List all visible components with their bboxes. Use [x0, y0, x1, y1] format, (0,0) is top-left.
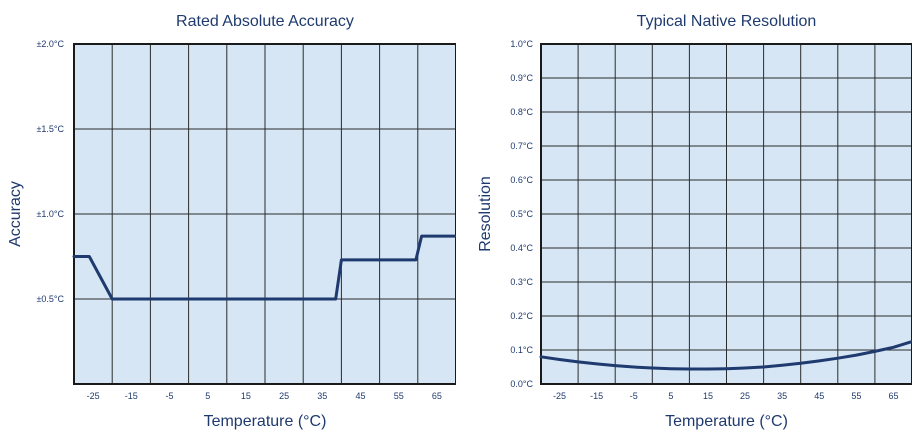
- series-line: [539, 340, 912, 371]
- y-axis-label: Resolution: [477, 176, 494, 252]
- x-tick-label: -5: [630, 391, 638, 401]
- y-axis-label: Accuracy: [7, 181, 24, 247]
- x-tick-label: 25: [279, 391, 289, 401]
- y-tick-label: ±1.0°C: [36, 209, 64, 219]
- x-tick-label: 35: [777, 391, 787, 401]
- chart-title: Rated Absolute Accuracy: [176, 13, 354, 30]
- y-tick-label: 0.3°C: [510, 277, 533, 287]
- x-tick-label: 5: [205, 391, 210, 401]
- resolution-chart: Typical Native Resolution Temperature (°C…: [477, 13, 912, 430]
- y-tick-label: 0.6°C: [510, 175, 533, 185]
- x-tick-label: 65: [432, 391, 442, 401]
- x-tick-label: 45: [814, 391, 824, 401]
- x-tick-label: -5: [165, 391, 173, 401]
- x-tick-label: 65: [888, 391, 898, 401]
- x-tick-label: 45: [355, 391, 365, 401]
- chart-title: Typical Native Resolution: [637, 13, 817, 30]
- y-tick-label: 0.2°C: [510, 311, 533, 321]
- x-tick-label: -15: [125, 391, 138, 401]
- y-tick-label: 0.1°C: [510, 345, 533, 355]
- x-tick-label: 55: [851, 391, 861, 401]
- series-line: [72, 234, 456, 301]
- x-tick-label: 35: [317, 391, 327, 401]
- x-tick-label: 25: [740, 391, 750, 401]
- y-tick-label: ±1.5°C: [36, 124, 64, 134]
- y-tick-label: 0.9°C: [510, 73, 533, 83]
- x-tick-label: -25: [87, 391, 100, 401]
- y-tick-label: 1.0°C: [510, 39, 533, 49]
- y-tick-label: 0.7°C: [510, 141, 533, 151]
- x-tick-label: -25: [553, 391, 566, 401]
- y-tick-label: 0.5°C: [510, 209, 533, 219]
- accuracy-chart: Rated Absolute Accuracy Temperature (°C) A…: [7, 13, 456, 430]
- y-tick-label: 0.8°C: [510, 107, 533, 117]
- x-tick-label: 15: [241, 391, 251, 401]
- y-tick-label: ±2.0°C: [36, 39, 64, 49]
- y-tick-label: 0.0°C: [510, 379, 533, 389]
- plot-frame: [73, 43, 456, 385]
- x-axis-label: Temperature (°C): [665, 413, 788, 430]
- y-tick-label: 0.4°C: [510, 243, 533, 253]
- y-tick-label: ±0.5°C: [36, 294, 64, 304]
- x-tick-label: -15: [590, 391, 603, 401]
- plot-frame: [540, 43, 912, 385]
- x-axis-label: Temperature (°C): [204, 413, 327, 430]
- x-tick-label: 15: [703, 391, 713, 401]
- x-tick-label: 55: [394, 391, 404, 401]
- x-tick-label: 5: [668, 391, 673, 401]
